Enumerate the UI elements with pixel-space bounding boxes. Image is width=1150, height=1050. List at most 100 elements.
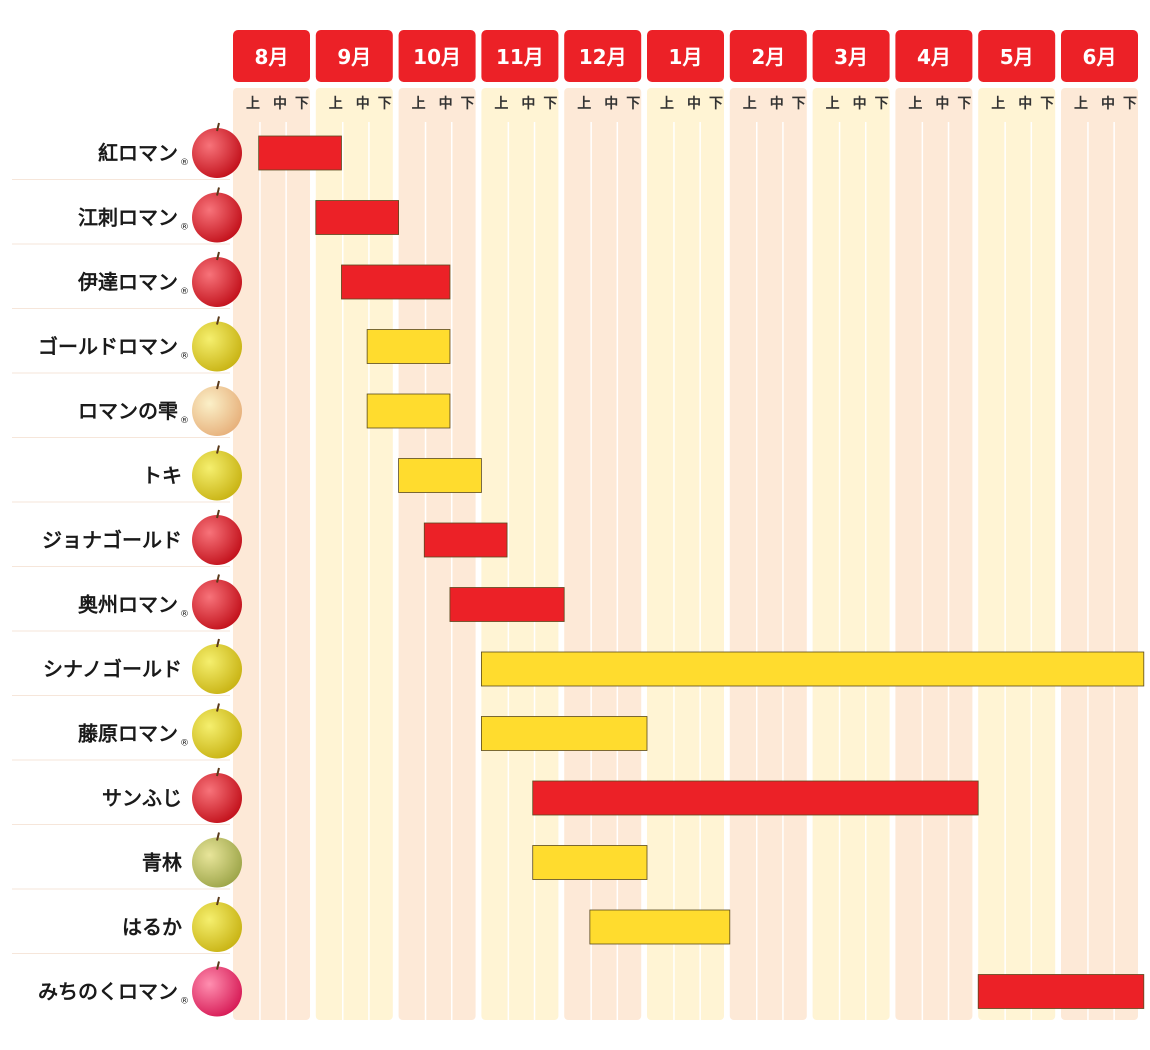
period-label: 上 xyxy=(826,96,840,112)
period-label: 中 xyxy=(935,95,949,112)
apple-stem xyxy=(216,896,220,906)
harvest-bar xyxy=(532,845,648,880)
period-label: 中 xyxy=(521,95,535,112)
variety-label: 青林 xyxy=(142,851,182,875)
period-label: 中 xyxy=(273,95,287,112)
apple-icon xyxy=(192,515,242,565)
period-label: 下 xyxy=(875,96,889,112)
variety-label: はるか xyxy=(122,915,182,939)
month-label: 5月 xyxy=(1000,45,1034,69)
month-column xyxy=(233,88,310,1020)
month-label: 9月 xyxy=(337,45,371,69)
period-label: 上 xyxy=(908,96,922,112)
apple-icon xyxy=(192,386,242,436)
registered-mark: ® xyxy=(180,223,189,233)
apple-icon xyxy=(192,450,242,501)
month-column xyxy=(895,88,973,1020)
apple-stem xyxy=(216,316,220,325)
harvest-bar xyxy=(480,716,648,751)
harvest-bar xyxy=(977,974,1145,1009)
registered-mark: ® xyxy=(180,997,189,1007)
apple-stem xyxy=(216,509,220,519)
apple-stem xyxy=(216,832,220,841)
period-label: 中 xyxy=(604,95,618,112)
period-label: 下 xyxy=(1123,96,1137,112)
month-column xyxy=(978,88,1056,1020)
period-label: 下 xyxy=(626,96,640,112)
period-label: 上 xyxy=(577,96,591,112)
harvest-bar xyxy=(315,200,399,235)
month-label: 4月 xyxy=(917,45,951,69)
month-label: 11月 xyxy=(496,45,544,69)
month-column xyxy=(647,88,724,1020)
month-header xyxy=(315,30,393,82)
period-label: 下 xyxy=(378,96,392,112)
month-column xyxy=(315,88,393,1020)
harvest-bar xyxy=(258,135,342,171)
apple-stem xyxy=(216,703,220,712)
period-label: 上 xyxy=(246,96,260,112)
harvest-bar xyxy=(532,780,979,816)
apple-icon xyxy=(192,966,242,1017)
harvest-bar xyxy=(341,264,451,300)
period-label: 上 xyxy=(743,96,757,112)
month-label: 12月 xyxy=(579,45,627,69)
apple-stem xyxy=(216,122,220,132)
month-header xyxy=(729,30,807,82)
period-label: 下 xyxy=(709,96,723,112)
registered-mark: ® xyxy=(180,610,189,620)
registered-mark: ® xyxy=(180,739,189,749)
period-label: 中 xyxy=(1018,95,1032,112)
apple-stem xyxy=(216,380,220,390)
harvest-bar xyxy=(398,458,482,493)
variety-label: トキ xyxy=(142,464,182,488)
variety-label: ジョナゴールド xyxy=(42,528,182,552)
variety-label: 伊達ロマン xyxy=(77,270,178,294)
month-label: 2月 xyxy=(751,45,785,69)
period-label: 下 xyxy=(1040,96,1054,112)
apple-icon xyxy=(192,708,242,759)
month-header xyxy=(481,30,559,82)
harvest-bar xyxy=(366,329,451,364)
month-label: 6月 xyxy=(1083,45,1117,69)
period-label: 中 xyxy=(439,95,453,112)
apple-icon xyxy=(192,192,242,243)
month-header xyxy=(978,30,1056,82)
harvest-bar xyxy=(480,651,1145,687)
month-column xyxy=(1061,88,1138,1020)
period-label: 下 xyxy=(543,96,557,112)
apple-icon xyxy=(192,579,242,630)
variety-label: シナノゴールド xyxy=(43,657,182,681)
apple-icon xyxy=(192,837,242,888)
month-column xyxy=(564,88,642,1020)
month-column xyxy=(812,88,890,1020)
harvest-bar xyxy=(589,909,731,945)
variety-label: ゴールドロマン xyxy=(38,335,178,359)
variety-label: 江刺ロマン xyxy=(78,206,178,230)
apple-icon xyxy=(192,902,242,952)
harvest-bar xyxy=(366,393,451,429)
month-label: 8月 xyxy=(255,45,289,69)
apple-icon xyxy=(192,773,242,823)
apple-icon xyxy=(192,644,242,694)
month-label: 1月 xyxy=(669,45,703,69)
month-header xyxy=(895,30,973,82)
month-header xyxy=(233,30,310,82)
registered-mark: ® xyxy=(180,352,189,362)
period-label: 上 xyxy=(660,96,674,112)
period-label: 下 xyxy=(957,96,971,112)
period-label: 中 xyxy=(356,95,370,112)
period-label: 中 xyxy=(853,95,867,112)
registered-mark: ® xyxy=(180,287,189,297)
variety-label: 奥州ロマン xyxy=(78,593,178,617)
month-label: 10月 xyxy=(413,45,461,69)
variety-label: みちのくロマン xyxy=(38,980,178,1004)
period-label: 上 xyxy=(494,96,508,112)
apple-icon xyxy=(192,128,242,178)
apple-stem xyxy=(216,574,220,583)
variety-label: サンふじ xyxy=(102,786,182,810)
variety-label: 藤原ロマン xyxy=(77,722,178,746)
month-header xyxy=(564,30,642,82)
period-label: 上 xyxy=(412,96,426,112)
period-label: 中 xyxy=(1101,95,1115,112)
